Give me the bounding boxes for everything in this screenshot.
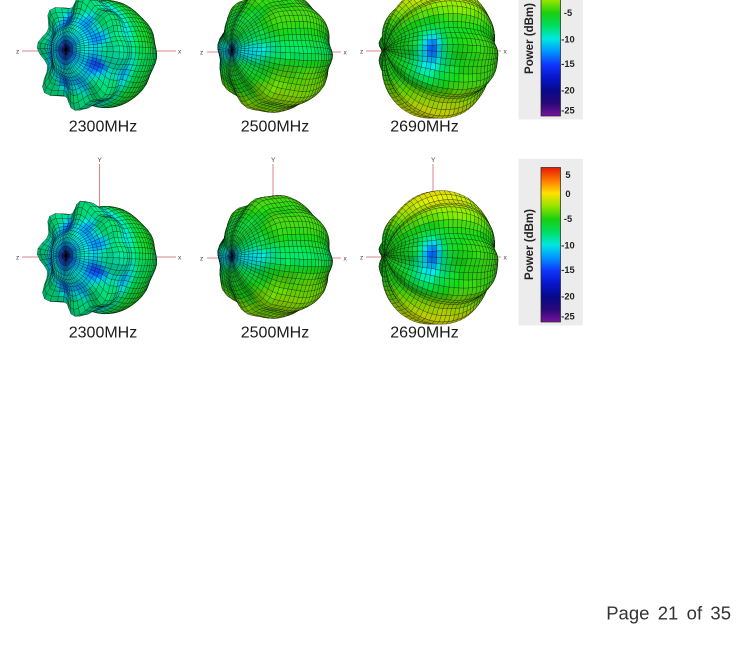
svg-text:x: x — [178, 255, 182, 262]
svg-text:Y: Y — [98, 157, 103, 164]
svg-text:Power (dBm): Power (dBm) — [524, 209, 536, 280]
svg-text:-15: -15 — [561, 265, 574, 275]
svg-text:0: 0 — [565, 189, 570, 199]
svg-text:Y: Y — [431, 157, 436, 164]
svg-text:2690MHz: 2690MHz — [390, 325, 458, 342]
svg-text:Page 21 of 35: Page 21 of 35 — [606, 603, 731, 624]
svg-text:z: z — [360, 255, 363, 262]
svg-text:z: z — [16, 255, 19, 262]
svg-text:-10: -10 — [561, 240, 574, 250]
svg-text:x: x — [504, 255, 508, 262]
svg-text:z: z — [200, 256, 203, 263]
svg-text:5: 5 — [565, 170, 570, 180]
svg-text:2500MHz: 2500MHz — [241, 325, 309, 342]
svg-text:-5: -5 — [564, 214, 572, 224]
svg-text:-20: -20 — [561, 292, 574, 302]
svg-text:2300MHz: 2300MHz — [69, 325, 137, 342]
svg-text:x: x — [344, 256, 348, 263]
svg-text:Y: Y — [271, 157, 276, 164]
svg-text:-25: -25 — [561, 311, 574, 321]
